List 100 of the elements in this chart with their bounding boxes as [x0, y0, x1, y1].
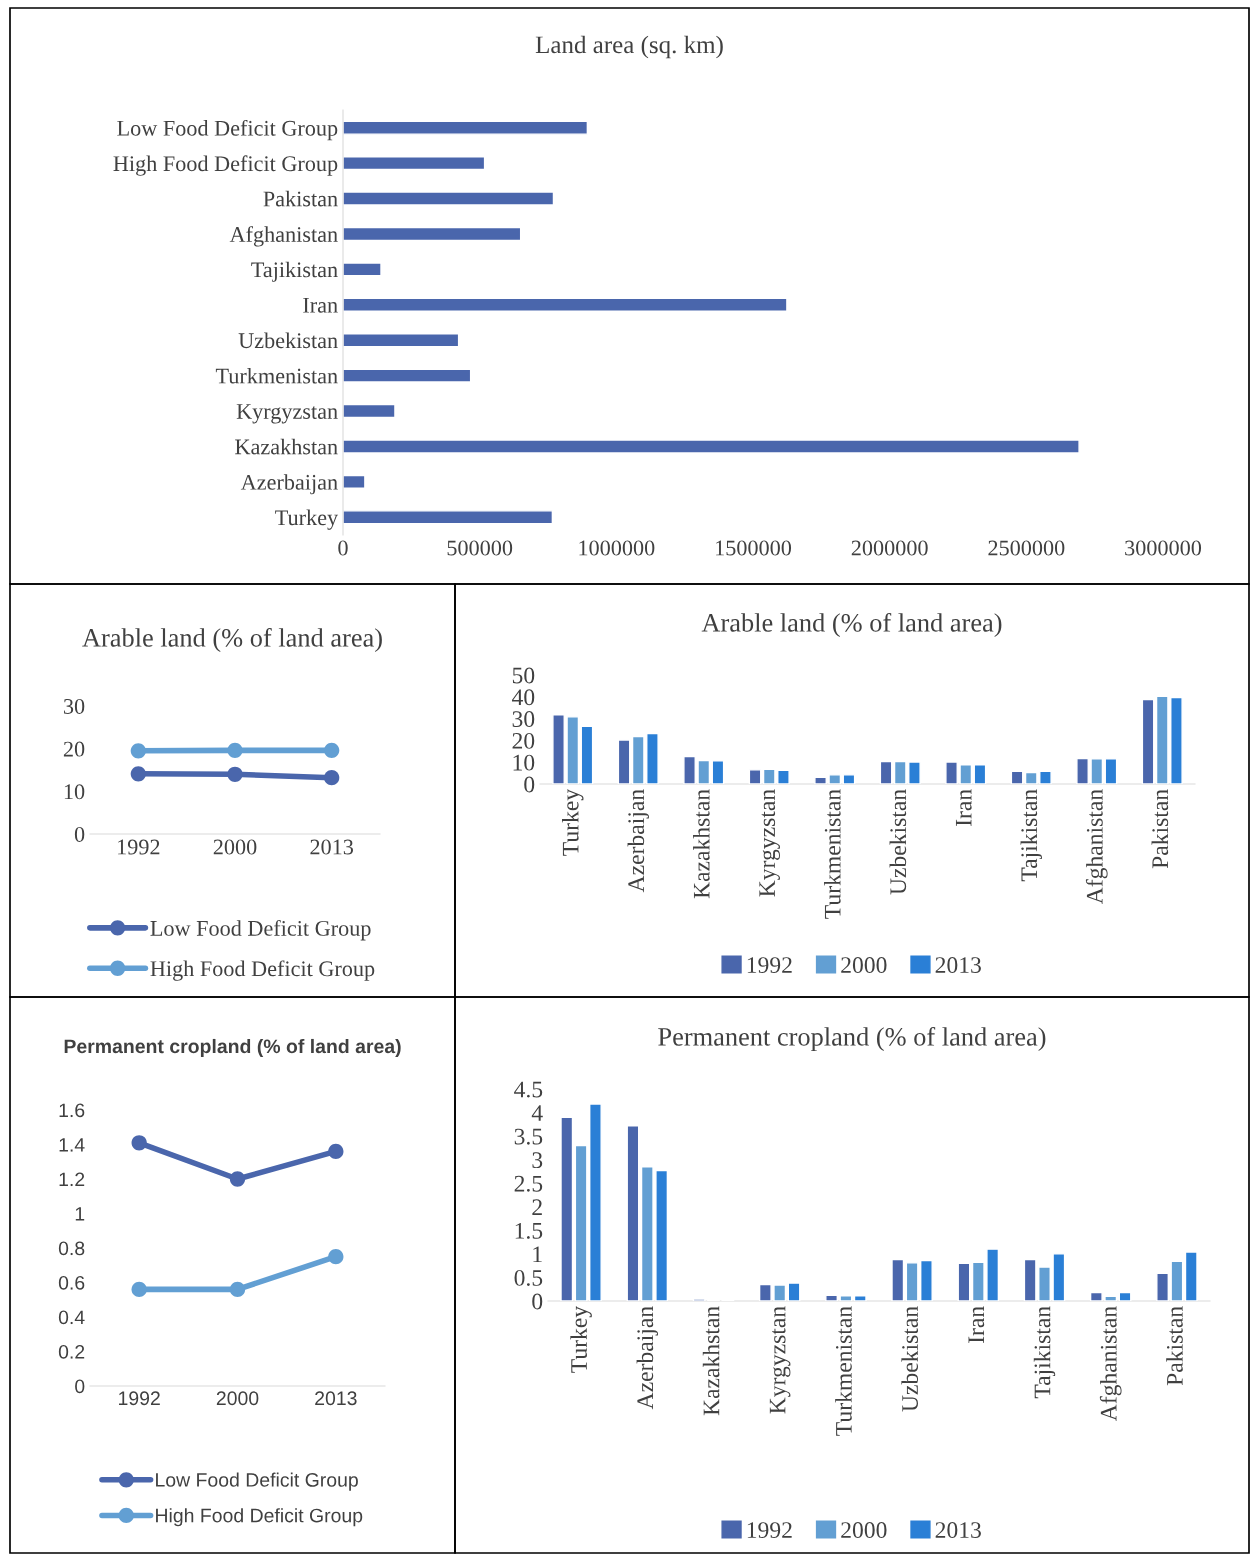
legend-label: High Food Deficit Group: [156, 1508, 363, 1527]
y-tick-label: 20: [63, 741, 85, 757]
legend-label: Low Food Deficit Group: [156, 1472, 358, 1491]
y-tick-label: 1: [75, 1207, 85, 1221]
y-tick-label: 0: [524, 776, 535, 793]
y-tick-label: 1: [533, 1246, 542, 1263]
x-tick-label: 500000: [447, 540, 513, 556]
x-tick-label: 2000: [216, 1391, 259, 1406]
y-tick-label: 4.5: [514, 1081, 543, 1098]
point: [131, 1281, 147, 1298]
bar: [853, 1295, 867, 1301]
x-tick-label: Tajikistan: [1033, 1306, 1056, 1399]
x-tick-label: 2000: [213, 839, 257, 855]
bar: [343, 439, 1080, 454]
y-tick-label: 0.5: [514, 1269, 543, 1286]
chart-title: Land area (sq. km): [535, 35, 723, 59]
bar: [973, 764, 987, 784]
bar: [1010, 770, 1024, 784]
y-tick-label: 1.4: [59, 1138, 85, 1152]
x-tick-label: Azerbaijan: [636, 1306, 659, 1410]
point: [130, 743, 146, 759]
bar: [617, 739, 631, 784]
y-tick-label: Turkmenistan: [215, 367, 338, 384]
x-tick-label: Kyrgyzstan: [769, 1306, 791, 1414]
x-tick-label: Pakistan: [1151, 789, 1169, 869]
y-tick-label: 0.4: [58, 1310, 85, 1325]
legend-label: Low Food Deficit Group: [150, 920, 371, 941]
y-tick-label: 10: [64, 784, 85, 800]
y-tick-label: 50: [512, 667, 535, 684]
legend-label: 2013: [935, 957, 981, 974]
y-tick-label: 30: [512, 711, 535, 728]
point: [229, 1171, 246, 1187]
chart-title: Arable land (% of land area): [82, 627, 382, 653]
y-tick-label: Low Food Deficit Group: [117, 119, 338, 141]
x-tick-label: Afghanistan: [1099, 1306, 1122, 1422]
x-tick-label: 1992: [118, 839, 160, 855]
y-tick-label: 0: [532, 1293, 543, 1310]
y-tick-label: Kazakhstan: [235, 438, 338, 455]
bar: [343, 333, 460, 348]
x-tick-label: 1992: [119, 1391, 160, 1406]
x-tick-label: Iran: [955, 789, 972, 827]
y-tick-label: 1.6: [59, 1103, 85, 1118]
bar: [560, 1116, 574, 1301]
y-tick-label: Turkey: [275, 509, 339, 530]
legend-label: 2000: [841, 1522, 887, 1539]
y-tick-label: 2.5: [514, 1175, 543, 1192]
bar: [1118, 1291, 1132, 1301]
bar: [1141, 698, 1155, 784]
y-tick-label: High Food Deficit Group: [113, 155, 338, 176]
y-tick-label: 20: [512, 732, 535, 749]
bar: [343, 226, 522, 242]
y-tick-label: 1.2: [59, 1172, 85, 1187]
point: [324, 770, 340, 786]
bar: [748, 769, 762, 784]
y-tick-label: Afghanistan: [229, 226, 338, 247]
x-tick-label: 2500000: [988, 540, 1065, 556]
x-tick-label: 2013: [310, 839, 354, 855]
chart-title: Permanent cropland (% of land area): [64, 1038, 401, 1058]
x-tick-label: Kazakhstan: [702, 1306, 720, 1416]
x-tick-label: 3000000: [1125, 540, 1202, 556]
x-tick-label: 1500000: [716, 540, 792, 556]
bar: [1184, 1251, 1198, 1301]
legend-label: High Food Deficit Group: [150, 960, 375, 981]
legend-label: 2013: [935, 1522, 981, 1539]
y-tick-label: Uzbekistan: [238, 332, 338, 349]
y-tick-label: 0.2: [58, 1344, 85, 1359]
bar: [891, 1258, 905, 1301]
legend-label: 2000: [841, 957, 887, 974]
legend-label: 1992: [747, 957, 792, 974]
bar: [842, 774, 856, 784]
y-tick-label: 10: [513, 754, 535, 771]
x-tick-label: Turkmenistan: [835, 1306, 852, 1436]
y-tick-label: Pakistan: [263, 190, 338, 207]
bar: [626, 1125, 640, 1301]
y-tick-label: Azerbaijan: [240, 474, 338, 495]
x-tick-label: Iran: [968, 1306, 985, 1344]
bar: [343, 368, 472, 383]
bar: [343, 474, 366, 489]
y-tick-label: 3.5: [514, 1128, 543, 1145]
y-tick-label: Kyrgyzstan: [236, 404, 338, 424]
point: [227, 766, 243, 782]
point: [227, 742, 243, 759]
bar: [343, 156, 486, 171]
y-tick-label: 1.5: [515, 1222, 543, 1239]
point: [324, 742, 340, 759]
x-tick-label: Uzbekistan: [901, 1306, 919, 1412]
bar: [957, 1262, 971, 1301]
x-tick-label: Kyrgyzstan: [759, 789, 780, 897]
y-tick-label: 0.6: [58, 1275, 85, 1290]
x-tick-label: Tajikistan: [1020, 789, 1042, 882]
y-tick-label: Tajikistan: [251, 261, 338, 282]
x-tick-label: 1000000: [579, 540, 655, 556]
x-tick-label: Uzbekistan: [889, 789, 907, 895]
x-tick-label: 2000000: [851, 540, 928, 556]
point: [131, 1135, 147, 1151]
x-tick-label: Pakistan: [1166, 1306, 1183, 1386]
y-tick-label: 3: [532, 1152, 543, 1169]
bar: [879, 760, 893, 784]
x-tick-label: Turkmenistan: [824, 789, 841, 919]
y-tick-label: Iran: [303, 297, 338, 313]
